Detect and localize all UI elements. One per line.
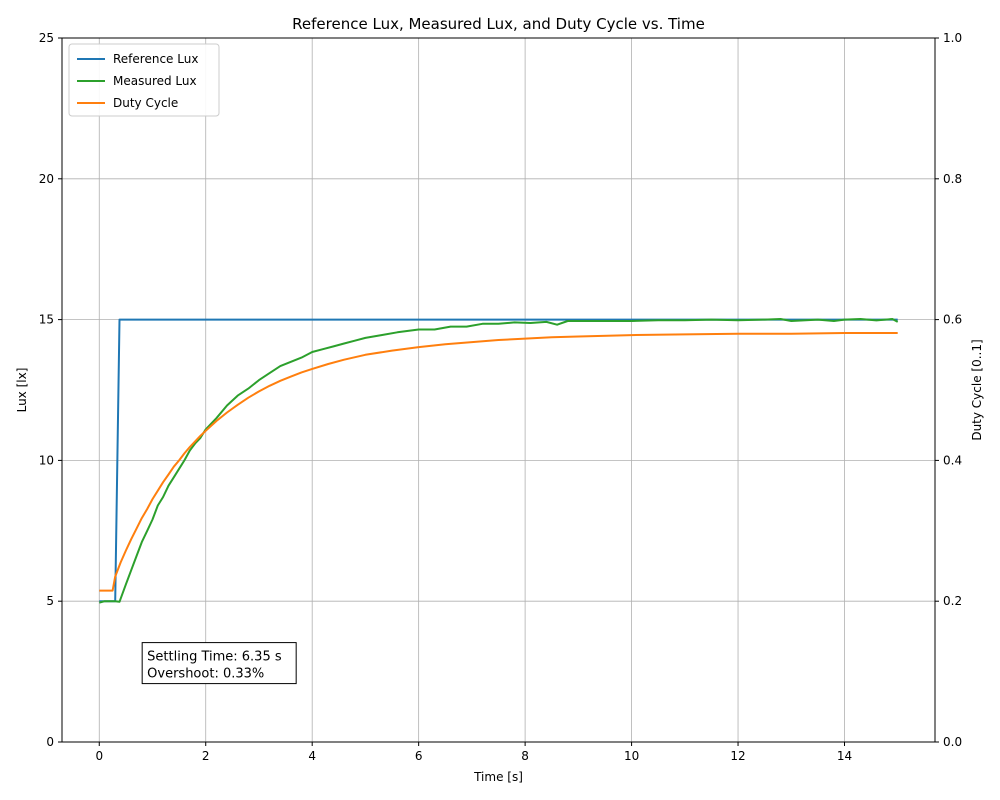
legend-label-measured-lux: Measured Lux bbox=[113, 74, 197, 88]
series-lines bbox=[99, 318, 899, 604]
plot-frame bbox=[61, 37, 936, 743]
y-left-tick-label: 20 bbox=[39, 172, 54, 186]
x-tick-label: 0 bbox=[95, 749, 103, 763]
grid-lines bbox=[62, 37, 935, 743]
y-left-tick-label: 10 bbox=[39, 453, 54, 467]
series-line-measured-lux bbox=[99, 318, 899, 604]
y-axis-left: 0 5 10 15 20 25 bbox=[39, 31, 62, 749]
y-right-tick-label: 0.4 bbox=[943, 453, 962, 467]
y-axis-left-label: Lux [lx] bbox=[15, 368, 29, 413]
legend-label-duty-cycle: Duty Cycle bbox=[113, 96, 178, 110]
x-axis-label: Time [s] bbox=[473, 770, 523, 784]
x-tick-label: 10 bbox=[624, 749, 639, 763]
y-right-tick-label: 1.0 bbox=[943, 31, 962, 45]
x-tick-label: 14 bbox=[837, 749, 852, 763]
legend: Reference Lux Measured Lux Duty Cycle bbox=[68, 43, 220, 117]
annotation-overshoot: Overshoot: 0.33% bbox=[147, 667, 264, 682]
legend-frame bbox=[68, 43, 220, 117]
x-tick-label: 4 bbox=[308, 749, 316, 763]
y-right-tick-label: 0.6 bbox=[943, 313, 962, 327]
chart-title: Reference Lux, Measured Lux, and Duty Cy… bbox=[292, 15, 705, 33]
y-axis-right: 0.0 0.2 0.4 0.6 0.8 1.0 bbox=[935, 31, 962, 749]
x-tick-label: 8 bbox=[521, 749, 529, 763]
annotation-frame bbox=[141, 642, 297, 685]
annotation-box: Settling Time: 6.35 s Overshoot: 0.33% bbox=[141, 642, 297, 685]
x-tick-label: 6 bbox=[415, 749, 423, 763]
x-tick-label: 12 bbox=[730, 749, 745, 763]
y-left-tick-label: 5 bbox=[46, 594, 54, 608]
x-axis: 0 2 4 6 8 10 12 14 bbox=[95, 742, 852, 763]
y-left-tick-label: 0 bbox=[46, 735, 54, 749]
y-right-tick-label: 0.0 bbox=[943, 735, 962, 749]
y-left-tick-label: 15 bbox=[39, 313, 54, 327]
annotation-settling-time: Settling Time: 6.35 s bbox=[147, 650, 282, 665]
y-right-tick-label: 0.8 bbox=[943, 172, 962, 186]
y-left-tick-label: 25 bbox=[39, 31, 54, 45]
y-axis-right-label: Duty Cycle [0..1] bbox=[970, 339, 984, 440]
y-right-tick-label: 0.2 bbox=[943, 594, 962, 608]
x-tick-label: 2 bbox=[202, 749, 210, 763]
legend-label-reference-lux: Reference Lux bbox=[113, 52, 198, 66]
series-line-duty-cycle bbox=[99, 332, 898, 592]
